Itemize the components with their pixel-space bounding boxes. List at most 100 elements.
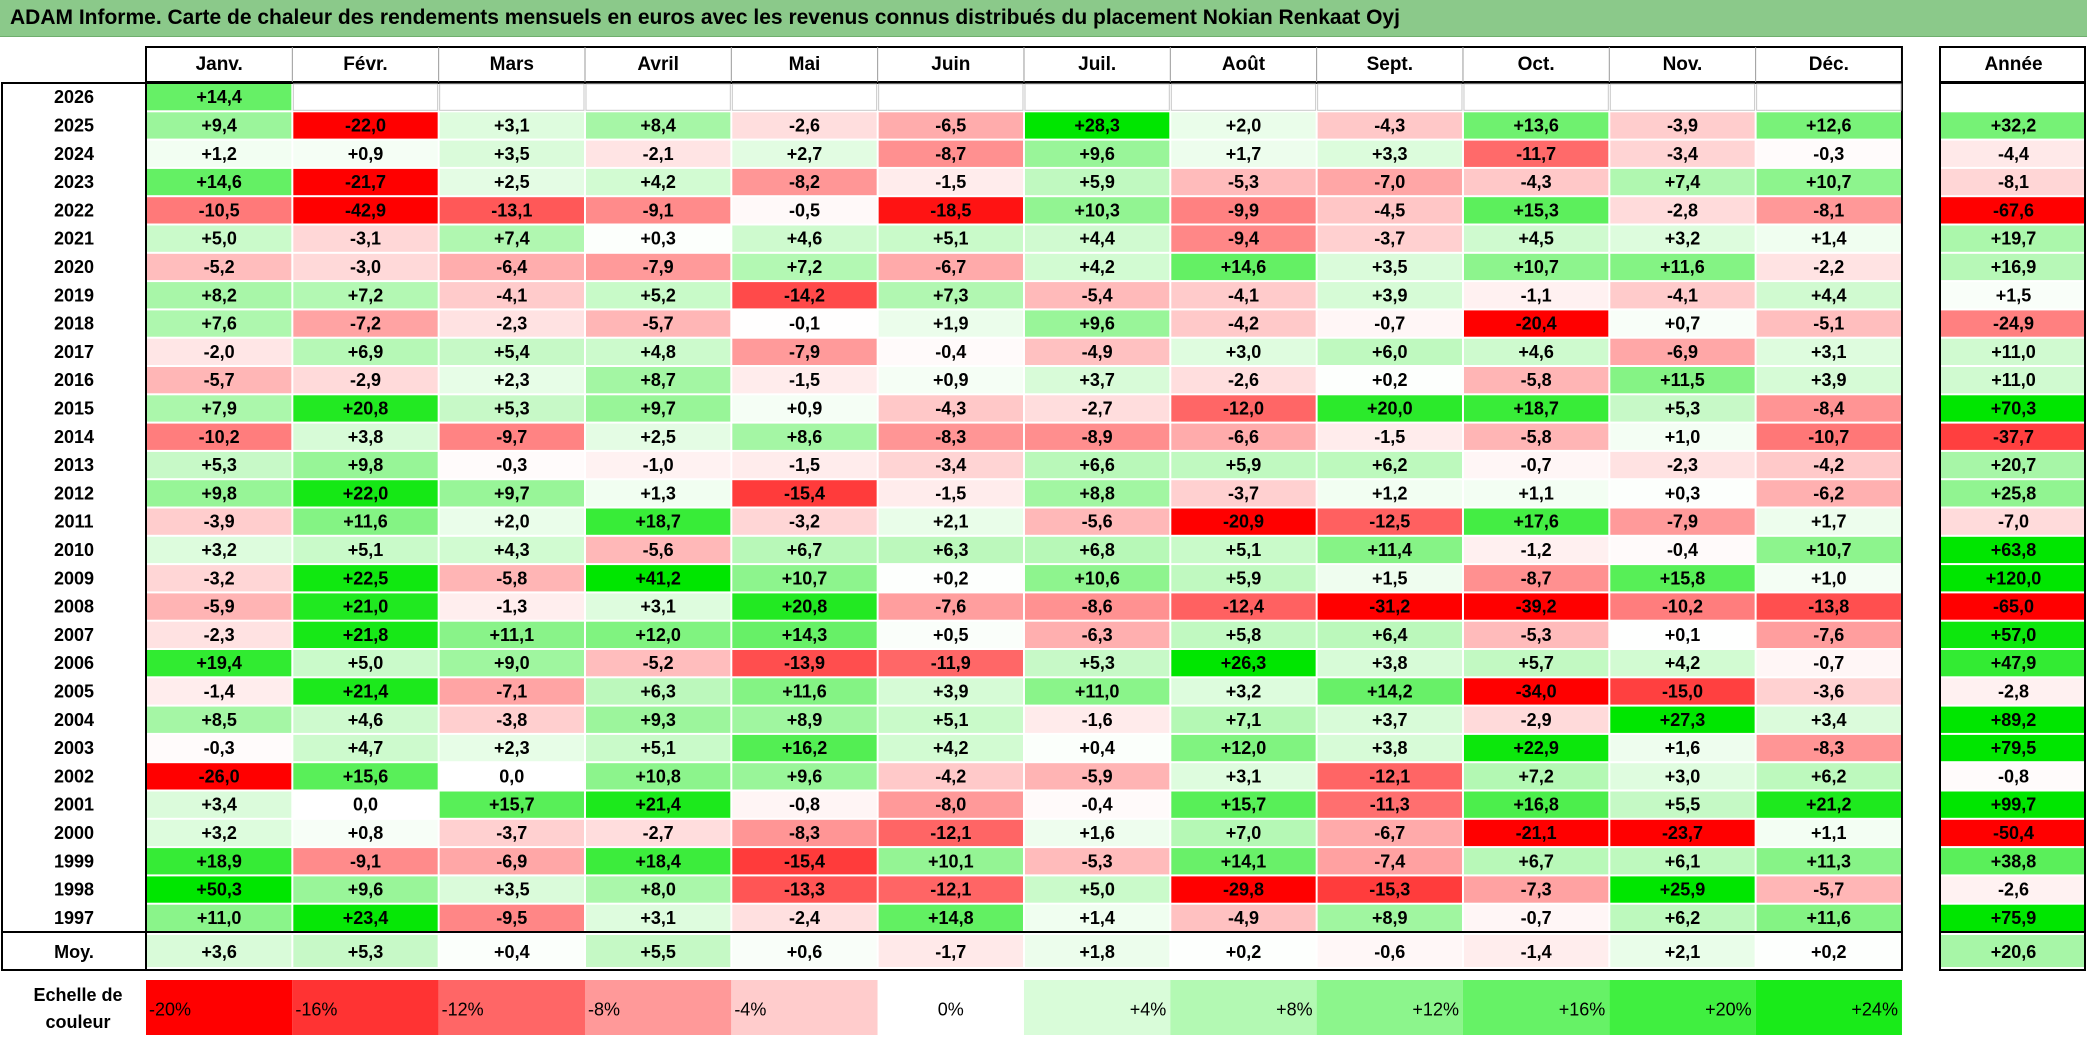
heat-cell (1024, 621, 1170, 648)
heat-cell (732, 650, 877, 677)
heat-cell (1756, 112, 1901, 139)
heat-cell (1756, 763, 1901, 790)
cell-value: +7,2 (348, 285, 384, 305)
cell-value: -3,9 (204, 512, 235, 532)
cell-value: +6,2 (1372, 455, 1408, 475)
heat-cell (585, 876, 731, 903)
month-header: Sept. (1367, 54, 1413, 75)
heat-cell (1610, 763, 1755, 790)
heat-cell (1317, 876, 1462, 903)
heat-cell (878, 197, 1023, 224)
cell-value: -8,7 (935, 144, 966, 164)
heat-cell (1610, 791, 1755, 818)
month-header: Juil. (1078, 54, 1116, 75)
heat-cell (1463, 168, 1609, 196)
heat-cell (1610, 734, 1755, 762)
cell-value: +6,1 (1665, 851, 1701, 871)
heat-cell (1024, 763, 1170, 790)
cell-value: +9,4 (201, 115, 237, 135)
annual-cell (1941, 565, 2084, 592)
cell-value: +10,7 (782, 568, 828, 588)
cell-value: +3,5 (1372, 257, 1408, 277)
heat-cell (1756, 848, 1901, 875)
year-label: 2016 (54, 370, 94, 390)
heat-cell (1610, 197, 1755, 224)
cell-value: +5,1 (348, 540, 384, 560)
heat-cell (1610, 593, 1755, 620)
heat-cell (293, 650, 438, 677)
cell-value: +2,0 (494, 512, 530, 532)
scale-step-label: -8% (588, 1000, 620, 1020)
cell-value: -2,3 (1667, 455, 1698, 475)
heat-cell (439, 848, 584, 875)
cell-value: +0,3 (640, 229, 676, 249)
heat-cell (1610, 706, 1755, 733)
heat-cell (878, 367, 1023, 394)
heat-cell (1756, 706, 1901, 733)
annual-cell (1941, 253, 2084, 281)
heat-cell (1463, 565, 1609, 592)
heat-cell (1610, 565, 1755, 592)
cell-value: -29,8 (1223, 880, 1264, 900)
heat-cell (1317, 367, 1462, 394)
heat-cell (1463, 593, 1609, 620)
annual-cell (1941, 310, 2084, 337)
cell-value: +7,0 (1226, 823, 1262, 843)
month-header: Mai (789, 54, 821, 75)
heat-cell (1463, 876, 1609, 903)
cell-value: -0,7 (1374, 314, 1405, 334)
heat-cell (732, 253, 877, 281)
heat-cell (1317, 650, 1462, 677)
annual-value: -4,4 (1998, 144, 2029, 164)
cell-value: -13,3 (784, 880, 825, 900)
heat-cell (1024, 904, 1170, 931)
cell-value: -1,4 (204, 681, 235, 701)
annual-value: +89,2 (1991, 710, 2037, 730)
cell-value: +3,5 (494, 880, 530, 900)
cell-value: -1,6 (1082, 710, 1113, 730)
cell-value: -4,3 (935, 398, 966, 418)
heat-cell (732, 621, 877, 648)
cell-value: +8,4 (640, 115, 676, 135)
heat-cell (439, 763, 584, 790)
heat-cell (585, 83, 731, 111)
annual-column (1939, 82, 2086, 933)
heat-cell (1463, 338, 1609, 365)
heat-cell (1610, 650, 1755, 677)
heat-cell (1610, 338, 1755, 365)
cell-value: +3,9 (933, 681, 969, 701)
cell-value: -1,3 (496, 597, 527, 617)
heat-cell (878, 423, 1023, 450)
heat-cell (1756, 565, 1901, 592)
heat-cell (878, 282, 1023, 309)
scale-swatch (584, 980, 732, 1035)
cell-value: -15,3 (1369, 880, 1410, 900)
annual-cell (1941, 140, 2084, 167)
cell-value: -23,7 (1662, 823, 1703, 843)
cell-value: +0,9 (933, 370, 969, 390)
heat-cell (1170, 83, 1317, 111)
annual-value: -2,8 (1998, 681, 2029, 701)
scale-step-label: 0% (938, 1000, 964, 1020)
cell-value: -3,7 (1374, 229, 1405, 249)
cell-value: +3,0 (1226, 342, 1262, 362)
average-cell (1610, 935, 1755, 967)
cell-value: +1,0 (1665, 427, 1701, 447)
heat-cell (439, 197, 584, 224)
cell-value: -3,2 (204, 568, 235, 588)
cell-value: -9,1 (643, 200, 674, 220)
cell-value: +6,7 (1518, 851, 1554, 871)
cell-value: -8,3 (935, 427, 966, 447)
heat-cell (1317, 168, 1462, 196)
cell-value: +0,3 (1665, 483, 1701, 503)
heat-cell (878, 593, 1023, 620)
average-value: +0,4 (494, 942, 530, 962)
annual-value: -67,6 (1993, 200, 2034, 220)
heat-cell (585, 140, 731, 167)
heat-cell (1024, 168, 1170, 196)
heat-cell (1171, 621, 1316, 648)
average-cell (1463, 935, 1609, 967)
heat-cell (1610, 536, 1755, 564)
heat-cell (293, 621, 438, 648)
annual-value: -50,4 (1993, 823, 2034, 843)
